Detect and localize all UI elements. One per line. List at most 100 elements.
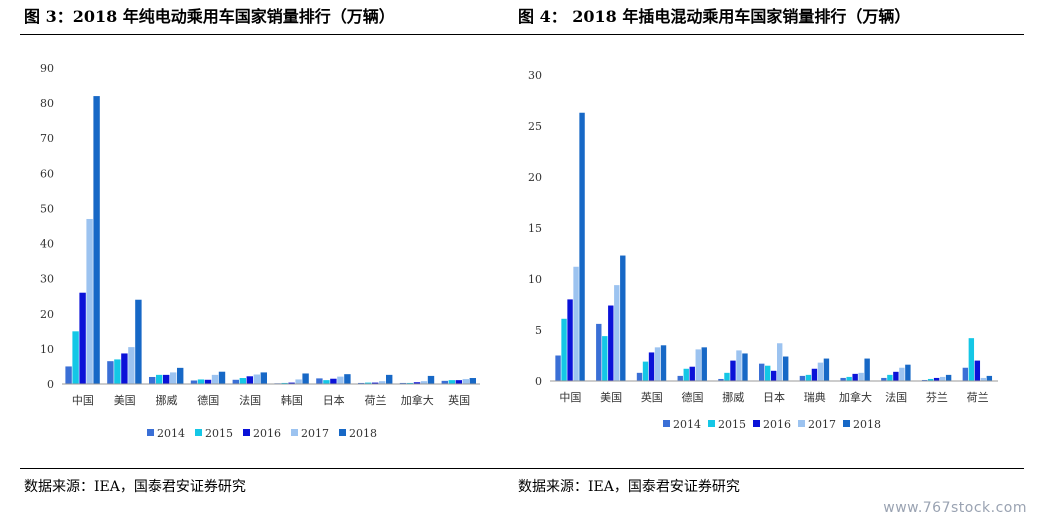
- category-label: 瑞典: [804, 390, 826, 404]
- bar-2018-10: [469, 378, 476, 384]
- bar-2015-7: [805, 374, 812, 381]
- bar-2018-4: [701, 347, 707, 381]
- category-label: 美国: [600, 391, 622, 404]
- bar-2015-9: [406, 382, 414, 384]
- bar-2018-4: [218, 371, 226, 384]
- bar-2018-2: [620, 255, 626, 381]
- bar-2018-3: [177, 367, 184, 384]
- bar-2015-1: [72, 331, 79, 384]
- bar-2017-4: [211, 374, 219, 384]
- legend-swatch-2016: [753, 420, 760, 427]
- bar-2018-8: [386, 374, 393, 384]
- category-label: 日本: [763, 390, 785, 404]
- bar-2016-7: [330, 378, 337, 384]
- legend-label-2018: 2018: [349, 427, 377, 440]
- bar-2016-3: [648, 352, 655, 381]
- y-tick-label: 30: [528, 69, 542, 82]
- legend-label-2017: 2017: [301, 427, 329, 440]
- bar-2014-11: [962, 367, 969, 381]
- figure-4-title: 图 4： 2018 年插电混动乘用车国家销量排行（万辆）: [518, 7, 911, 26]
- bar-2017-1: [573, 266, 579, 381]
- bev-sales-chart: 0 10 20 30 40 50 60 70 80 90 中国 美国 挪威 德国 法国 韩国 日本 荷兰 加拿大 英国…: [40, 62, 480, 440]
- bar-2016-3: [163, 374, 170, 384]
- bar-2016-9: [893, 371, 899, 381]
- bar-2014-8: [840, 377, 846, 381]
- phev-sales-chart: 0 5 10 15 20 25 30 中国 美国 英国 德国 挪威 日本 瑞典 加拿大 法国 芬兰 荷兰 2014 2…: [528, 69, 998, 431]
- category-label: 英国: [448, 393, 470, 407]
- bar-2017-5: [736, 350, 742, 381]
- y-tick-label: 40: [40, 238, 54, 251]
- bar-2017-11: [980, 377, 987, 381]
- category-label: 中国: [72, 394, 94, 407]
- bar-2016-8: [852, 373, 858, 381]
- bar-2014-2: [107, 361, 114, 384]
- bar-2017-8: [379, 381, 386, 384]
- category-label: 英国: [641, 390, 663, 404]
- bar-2016-1: [79, 292, 86, 384]
- legend-swatch-2015: [708, 420, 715, 427]
- bar-2017-10: [462, 379, 469, 384]
- category-label: 芬兰: [926, 391, 948, 404]
- bar-2016-6: [771, 370, 777, 381]
- legend-swatch-2017: [798, 420, 805, 427]
- category-label: 中国: [559, 391, 581, 404]
- category-label: 日本: [323, 393, 345, 407]
- figure-4-source: 数据来源：IEA，国泰君安证券研究: [518, 479, 740, 495]
- bar-2014-5: [232, 379, 239, 384]
- bar-2014-3: [149, 376, 156, 384]
- category-label: 法国: [885, 390, 907, 404]
- bar-2016-7: [811, 368, 818, 381]
- category-label: 法国: [239, 393, 261, 407]
- bar-2015-10: [927, 378, 934, 381]
- bar-2017-9: [899, 367, 905, 381]
- bar-2017-1: [86, 218, 93, 384]
- legend-label-2017: 2017: [808, 418, 836, 431]
- bar-2017-5: [253, 374, 260, 384]
- category-label: 德国: [197, 393, 219, 407]
- bar-2014-9: [881, 377, 887, 381]
- bar-2017-2: [614, 285, 620, 381]
- legend-label-2014: 2014: [673, 418, 701, 431]
- bar-2015-3: [642, 361, 649, 381]
- bar-2017-7: [337, 376, 344, 384]
- bar-2016-5: [730, 360, 736, 381]
- bar-2015-7: [323, 380, 330, 384]
- bar-2017-3: [170, 372, 177, 384]
- category-label: 加拿大: [401, 393, 434, 407]
- bar-2016-9: [413, 382, 421, 384]
- y-tick-label: 90: [40, 62, 54, 75]
- bottom-rule: [20, 468, 1024, 469]
- bar-2017-3: [654, 347, 661, 381]
- site-watermark: www.767stock.com: [883, 500, 1027, 516]
- y-tick-label: 20: [40, 308, 54, 321]
- bar-2014-2: [596, 323, 602, 381]
- y-tick-label: 80: [40, 97, 54, 110]
- legend-swatch-2018: [339, 429, 346, 436]
- bar-2015-3: [156, 374, 163, 384]
- category-label: 加拿大: [839, 390, 872, 404]
- bar-2014-4: [190, 380, 198, 384]
- bar-2015-8: [846, 376, 852, 381]
- bar-2017-4: [695, 349, 701, 381]
- bar-2018-6: [783, 356, 789, 381]
- bar-2017-7: [817, 362, 824, 381]
- bar-2016-11: [974, 360, 981, 381]
- bar-2014-9: [399, 382, 407, 384]
- y-tick-label: 0: [47, 378, 54, 391]
- legend-swatch-2018: [843, 420, 850, 427]
- bar-2017-6: [777, 343, 783, 381]
- bar-2018-9: [427, 375, 435, 384]
- legend-swatch-2014: [147, 429, 154, 436]
- bar-2016-6: [288, 382, 295, 384]
- bar-2018-9: [905, 364, 911, 381]
- legend-label-2018: 2018: [853, 418, 881, 431]
- y-tick-label: 10: [528, 273, 542, 286]
- bar-2014-8: [358, 382, 365, 384]
- y-tick-label: 50: [40, 202, 54, 215]
- bar-2015-1: [561, 318, 567, 381]
- y-tick-label: 60: [40, 167, 54, 180]
- bar-2017-8: [858, 372, 864, 381]
- bar-2018-6: [302, 373, 309, 384]
- bar-2018-5: [260, 372, 267, 384]
- bar-2016-8: [372, 382, 379, 384]
